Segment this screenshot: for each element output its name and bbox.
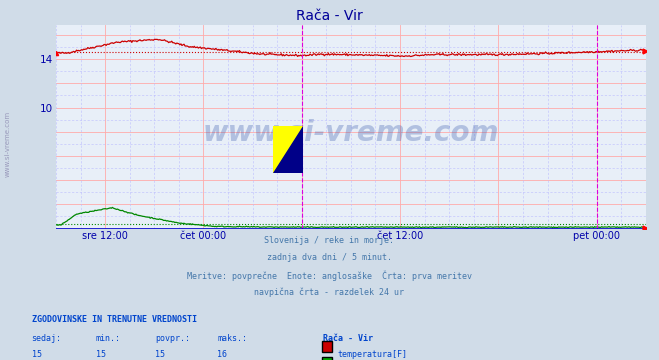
Polygon shape bbox=[273, 126, 303, 173]
Text: 15: 15 bbox=[155, 350, 165, 359]
Text: 15: 15 bbox=[32, 350, 42, 359]
Text: Rača - Vir: Rača - Vir bbox=[296, 9, 363, 23]
Text: maks.:: maks.: bbox=[217, 334, 248, 343]
Text: min.:: min.: bbox=[96, 334, 121, 343]
Text: Meritve: povprečne  Enote: anglosaške  Črta: prva meritev: Meritve: povprečne Enote: anglosaške Črt… bbox=[187, 270, 472, 281]
Text: ZGODOVINSKE IN TRENUTNE VREDNOSTI: ZGODOVINSKE IN TRENUTNE VREDNOSTI bbox=[32, 315, 196, 324]
Text: www.si-vreme.com: www.si-vreme.com bbox=[203, 119, 499, 147]
Polygon shape bbox=[273, 126, 303, 173]
Text: navpična črta - razdelek 24 ur: navpična črta - razdelek 24 ur bbox=[254, 288, 405, 297]
Text: povpr.:: povpr.: bbox=[155, 334, 190, 343]
Text: 15: 15 bbox=[96, 350, 105, 359]
Text: zadnja dva dni / 5 minut.: zadnja dva dni / 5 minut. bbox=[267, 253, 392, 262]
Text: Rača - Vir: Rača - Vir bbox=[323, 334, 373, 343]
Text: www.si-vreme.com: www.si-vreme.com bbox=[5, 111, 11, 177]
Text: Slovenija / reke in morje.: Slovenija / reke in morje. bbox=[264, 236, 395, 245]
Text: 16: 16 bbox=[217, 350, 227, 359]
Text: sedaj:: sedaj: bbox=[32, 334, 62, 343]
Text: temperatura[F]: temperatura[F] bbox=[337, 350, 407, 359]
